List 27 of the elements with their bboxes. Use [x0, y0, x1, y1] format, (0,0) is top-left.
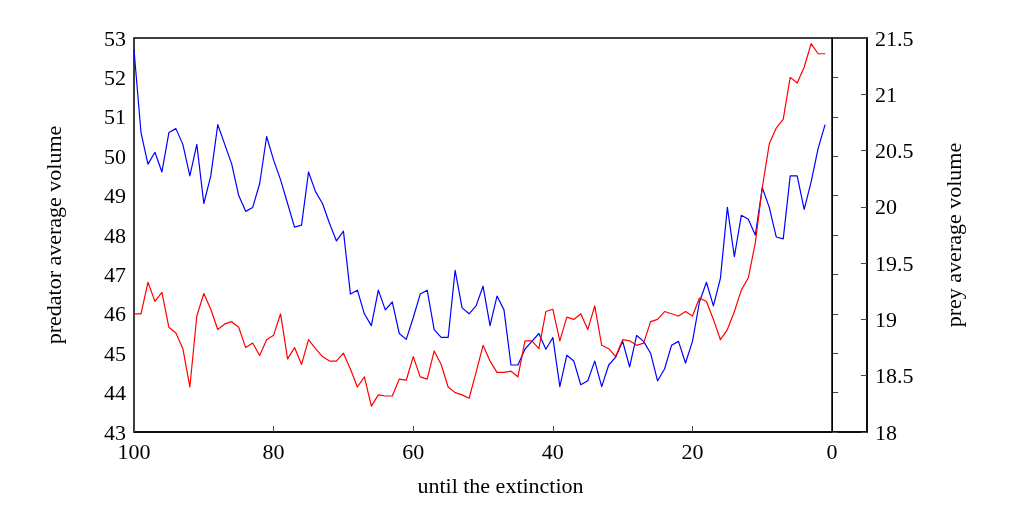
x-axis-title: until the extinction	[417, 472, 584, 498]
x-tick-label: 80	[262, 438, 285, 464]
y-tick-label: 45	[104, 340, 126, 366]
x-tick-label: 60	[402, 438, 425, 464]
x-tick-label: 40	[541, 438, 564, 464]
y2-tick-label: 18.5	[875, 363, 914, 389]
y2-tick-label: 19.5	[875, 250, 914, 276]
y2-tick-label: 19	[875, 306, 897, 332]
y-tick-label: 51	[104, 104, 126, 130]
y2-axis-title: prey average volume	[940, 142, 966, 328]
y2-tick-label: 20	[875, 194, 897, 220]
y-tick-label: 53	[104, 25, 126, 51]
y2-tick-label: 21.5	[875, 25, 914, 51]
y-tick-label: 43	[104, 419, 126, 445]
y-tick-label: 52	[104, 64, 126, 90]
x-tick-label: 20	[681, 438, 704, 464]
y2-tick-label: 21	[875, 81, 897, 107]
y2-tick-label: 18	[875, 419, 897, 445]
y-tick-label: 46	[104, 301, 126, 327]
x-tick-label: 0	[826, 438, 838, 464]
y-tick-label: 48	[104, 222, 126, 248]
y-axis-title: predator average volume	[40, 125, 66, 345]
y-tick-label: 50	[104, 143, 126, 169]
y-tick-label: 44	[104, 380, 126, 406]
y-tick-label: 47	[104, 261, 126, 287]
y2-tick-label: 20.5	[875, 138, 914, 164]
y-tick-label: 49	[104, 183, 126, 209]
